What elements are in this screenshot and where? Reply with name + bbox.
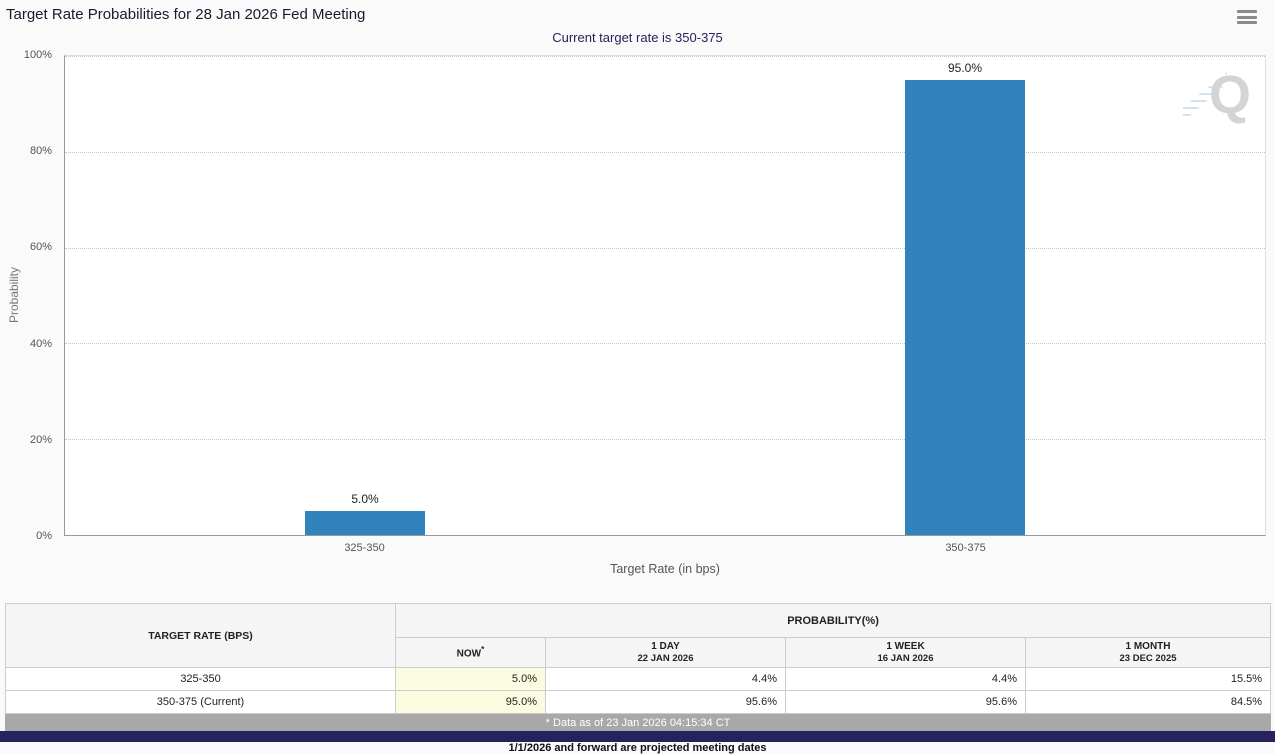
column-header-1-day: 1 DAY 22 JAN 2026 [545, 637, 786, 668]
chart-subtitle: Current target rate is 350-375 [552, 30, 723, 45]
table-sub-header-row: NOW* 1 DAY 22 JAN 2026 1 WEEK 16 JAN 202… [6, 637, 1272, 668]
column-header-target-rate: TARGET RATE (BPS) [5, 603, 396, 668]
page-title: Target Rate Probabilities for 28 Jan 202… [6, 6, 366, 23]
bar-value-label: 5.0% [351, 492, 379, 507]
probability-table: TARGET RATE (BPS) PROBABILITY(%) NOW* 1 … [4, 603, 1272, 732]
table-footnote-row: * Data as of 23 Jan 2026 04:15:34 CT [4, 713, 1272, 732]
x-axis-title: Target Rate (in bps) [610, 562, 720, 576]
column-header-1-week: 1 WEEK 16 JAN 2026 [785, 637, 1026, 668]
column-header-now: NOW* [395, 637, 546, 668]
bar-group-325-350: 5.0% [65, 56, 665, 535]
probability-1day-cell: 4.4% [545, 667, 786, 691]
gridline [65, 247, 1265, 249]
target-rate-cell: 350-375 (Current) [5, 690, 396, 714]
x-axis-tick-labels: 325-350 350-375 [64, 542, 1266, 554]
x-tick-label: 350-375 [945, 542, 986, 554]
hamburger-line [1237, 10, 1257, 13]
column-header-1-month: 1 MONTH 23 DEC 2025 [1024, 637, 1272, 668]
column-header-label: 1 MONTH [1125, 640, 1171, 652]
y-tick-label: 100% [23, 49, 52, 61]
table-row-325-350: 325-350 5.0% 4.4% 4.4% 15.5% [5, 667, 1272, 691]
target-rate-cell: 325-350 [5, 667, 396, 691]
watermark-q-icon: Q [1208, 65, 1251, 125]
probability-1day-cell: 95.6% [545, 690, 786, 714]
column-header-date: 23 DEC 2025 [1119, 652, 1177, 664]
y-tick-label: 80% [29, 145, 52, 158]
gridline [65, 151, 1265, 153]
gridline [65, 439, 1265, 441]
column-header-label: NOW [456, 648, 482, 660]
column-group-header-probability: PROBABILITY(%) [394, 603, 1272, 638]
hamburger-menu-icon[interactable] [1237, 10, 1257, 24]
gridline [65, 56, 1265, 57]
column-header-label: 1 DAY [651, 640, 680, 652]
probability-1week-cell: 95.6% [785, 690, 1026, 714]
hamburger-line [1237, 21, 1257, 24]
column-header-date: 22 JAN 2026 [637, 652, 694, 664]
y-axis-tick-labels: 100% 80% 60% 40% 20% 0% [0, 49, 58, 542]
probability-1month-cell: 15.5% [1024, 667, 1272, 691]
y-tick-label: 0% [36, 530, 52, 542]
table-group-header-row: TARGET RATE (BPS) PROBABILITY(%) [5, 603, 1272, 668]
probability-1month-cell: 84.5% [1024, 690, 1272, 714]
quikstrike-watermark: Q [1183, 65, 1251, 128]
column-header-label: 1 WEEK [886, 640, 925, 652]
bar-categories: 5.0% 95.0% [65, 56, 1265, 535]
footnote-marker: * [481, 644, 485, 655]
table-row-350-375-current: 350-375 (Current) 95.0% 95.6% 95.6% 84.5… [5, 690, 1272, 714]
projected-dates-note: 1/1/2026 and forward are projected meeti… [508, 742, 767, 754]
y-tick-label: 40% [29, 337, 52, 350]
hamburger-line [1237, 15, 1257, 19]
bar-value-label: 95.0% [947, 60, 983, 75]
y-tick-label: 60% [29, 241, 52, 254]
bar-350-375[interactable] [905, 79, 1025, 535]
gridline [65, 343, 1265, 345]
bottom-accent-bar [0, 731, 1275, 742]
y-tick-label: 20% [29, 433, 52, 446]
data-as-of-footnote: * Data as of 23 Jan 2026 04:15:34 CT [4, 713, 1272, 732]
probability-now-cell: 95.0% [395, 690, 546, 714]
probability-1week-cell: 4.4% [785, 667, 1026, 691]
bar-chart-plot-area: Q 5.0% 95.0% [64, 55, 1266, 536]
x-tick-label: 325-350 [344, 542, 385, 554]
column-header-date: 16 JAN 2026 [877, 652, 934, 664]
probability-now-cell: 5.0% [395, 667, 546, 691]
y-axis-title: Probability [7, 266, 21, 324]
bar-group-350-375: 95.0% [665, 56, 1265, 535]
bar-325-350[interactable] [305, 511, 425, 535]
